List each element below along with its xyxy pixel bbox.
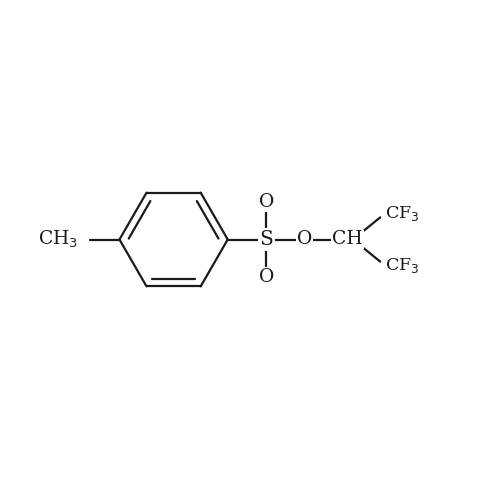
Text: O: O xyxy=(297,230,313,249)
Text: S: S xyxy=(260,230,273,249)
Text: O: O xyxy=(259,268,274,286)
Text: CH: CH xyxy=(332,230,363,249)
Text: CF$_3$: CF$_3$ xyxy=(385,256,419,275)
Text: CF$_3$: CF$_3$ xyxy=(385,204,419,223)
Text: O: O xyxy=(259,193,274,211)
Text: CH$_3$: CH$_3$ xyxy=(38,229,79,250)
